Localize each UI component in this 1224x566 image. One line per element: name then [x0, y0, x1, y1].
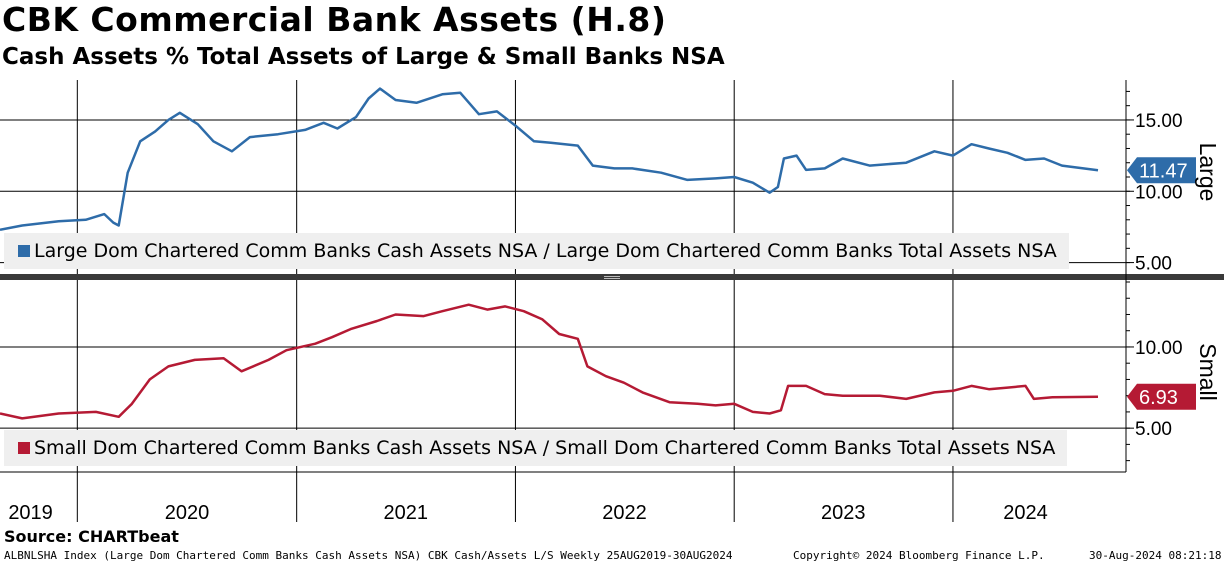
chart-title: CBK Commercial Bank Assets (H.8) — [2, 0, 667, 39]
footer-copyright: Copyright© 2024 Bloomberg Finance L.P. — [793, 549, 1045, 562]
x-tick-label: 2024 — [1003, 502, 1048, 524]
small-y-tick-label: 5.00 — [1135, 419, 1172, 440]
x-tick-label: 2021 — [384, 502, 429, 524]
large-series-line — [0, 87, 1099, 232]
small-series-line — [0, 303, 1099, 420]
chart-subtitle: Cash Assets % Total Assets of Large & Sm… — [2, 44, 725, 70]
legend-large: Large Dom Chartered Comm Banks Cash Asse… — [4, 233, 1069, 269]
large-panel-name: Large — [1195, 143, 1221, 202]
large-last-value-label: 11.47 — [1139, 160, 1188, 182]
x-tick-label: 2023 — [821, 502, 866, 524]
large-y-tick-label: 10.00 — [1135, 182, 1183, 203]
x-tick-label: 2022 — [602, 502, 647, 524]
footer-timestamp: 30-Aug-2024 08:21:18 — [1089, 549, 1222, 562]
x-tick-label: 2019 — [8, 502, 53, 524]
legend-small: Small Dom Chartered Comm Banks Cash Asse… — [4, 430, 1068, 466]
legend-small-swatch — [18, 442, 30, 454]
large-y-tick-label: 15.00 — [1135, 111, 1183, 132]
legend-small-label: Small Dom Chartered Comm Banks Cash Asse… — [34, 437, 1056, 459]
small-y-tick-label: 10.00 — [1135, 338, 1183, 359]
legend-large-label: Large Dom Chartered Comm Banks Cash Asse… — [34, 240, 1057, 262]
large-last-value-marker — [1127, 157, 1196, 184]
legend-large-swatch — [18, 245, 30, 257]
small-last-value-marker — [1127, 383, 1196, 410]
source-note: Source: CHARTbeat — [4, 527, 179, 546]
large-y-tick-label: 5.00 — [1135, 254, 1172, 275]
small-last-value-label: 6.93 — [1139, 387, 1178, 409]
x-tick-label: 2020 — [165, 502, 210, 524]
small-panel-name: Small — [1195, 343, 1221, 401]
footer-description: ALBNLSHA Index (Large Dom Chartered Comm… — [4, 549, 733, 562]
